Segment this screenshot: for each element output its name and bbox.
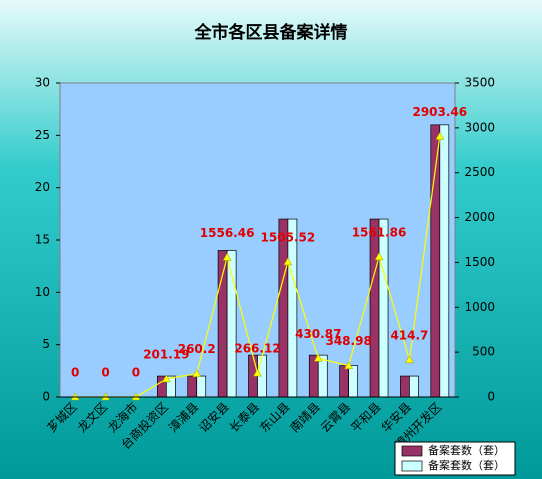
line-marker [283,257,293,266]
y2-tick-label: 2500 [464,165,495,179]
bar [287,218,298,398]
line-marker [404,355,414,364]
line-marker [192,369,202,377]
chart-title: 全市各区县备案详情 [194,22,348,43]
bar [439,124,450,398]
line-marker [344,361,354,369]
plot-area [59,82,456,398]
data-label: 2903.46 [412,105,467,119]
bar [339,365,350,398]
legend-swatch [401,445,423,457]
data-label: 1556.46 [200,226,255,240]
line-marker [435,132,445,140]
data-label: 201.19 [143,347,189,361]
bar [187,375,198,398]
legend-swatch [401,460,423,472]
y2-tick-label: 1000 [464,300,495,314]
y2-tick-label: 1500 [464,255,495,269]
bar [409,375,419,398]
data-label: 0 [101,366,109,380]
y-tick-label: 30 [35,76,50,90]
y2-tick-label: 3000 [464,120,495,134]
bar [400,375,410,398]
line-marker [374,252,384,261]
legend-label: 备案套数（套） [428,443,505,457]
data-label: 414.7 [390,328,428,342]
bar [378,218,389,398]
data-label: 348.98 [325,334,371,348]
y-tick-label: 0 [42,390,50,404]
y-tick-label: 10 [35,285,50,299]
data-label: 0 [71,366,79,380]
y-tick-label: 5 [42,337,50,351]
data-label: 260.2 [178,342,216,356]
bar [196,375,207,398]
data-label: 430.87 [295,327,341,341]
y-tick-label: 15 [35,233,50,247]
line-marker [313,353,323,362]
bar [369,218,380,398]
data-label: 1505.52 [261,230,316,244]
legend-label: 备案套数（套） [428,458,505,472]
line-marker [161,374,171,383]
line-marker [253,368,262,377]
line-marker [222,252,232,261]
data-label: 266.12 [234,342,280,356]
y2-tick-label: 500 [472,345,495,359]
y-tick-label: 25 [35,128,50,142]
y2-tick-label: 3500 [464,76,495,90]
data-label: 0 [132,366,140,380]
bar [278,218,289,398]
y2-tick-label: 2000 [464,210,495,224]
y-tick-label: 20 [35,180,50,194]
data-label: 1561.86 [352,225,407,239]
y2-tick-label: 0 [487,390,495,404]
bar [348,365,359,398]
